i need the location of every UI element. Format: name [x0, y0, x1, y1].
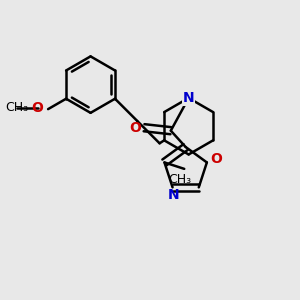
Text: O: O — [129, 121, 141, 135]
Text: O: O — [210, 152, 222, 167]
Text: O: O — [32, 100, 44, 115]
Text: N: N — [168, 188, 180, 202]
Text: CH₃: CH₃ — [5, 101, 28, 114]
Text: CH₃: CH₃ — [168, 173, 191, 186]
Text: N: N — [183, 91, 194, 105]
